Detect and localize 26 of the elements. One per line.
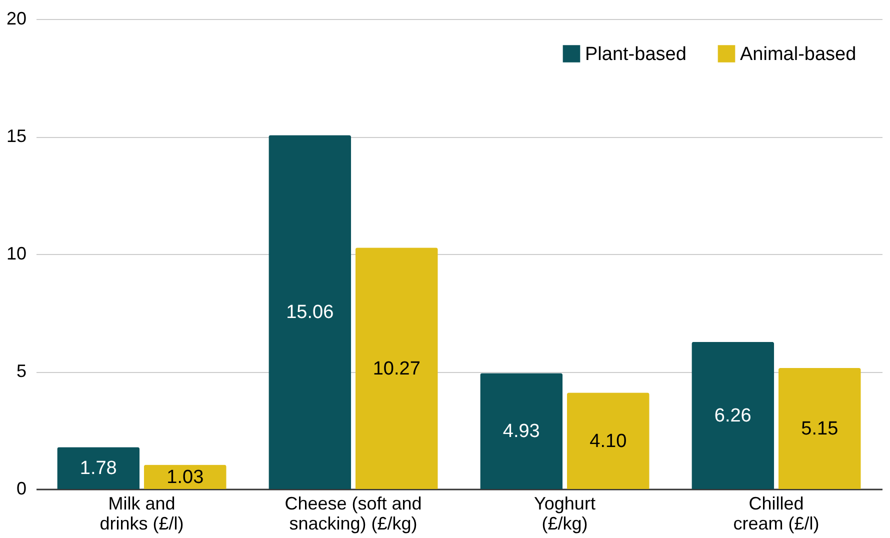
text: 10.27	[372, 358, 420, 380]
text: 4.10	[590, 430, 627, 452]
y-tick-label: 10	[6, 244, 26, 264]
text: 6.26	[714, 405, 752, 426]
bar	[778, 368, 861, 489]
x-tick-label: Milk and drinks (£/l)	[100, 494, 184, 534]
legend-label: Plant-based	[585, 44, 686, 65]
bar	[480, 373, 563, 489]
text: 1.78	[80, 458, 117, 480]
bar	[355, 248, 438, 489]
x-tick-label: Chilled cream (£/l)	[733, 494, 820, 534]
text: 15.06	[286, 302, 334, 324]
bar	[566, 392, 650, 489]
bar	[57, 447, 140, 489]
x-tick-label: Cheese (soft and snacking) (£/kg)	[284, 494, 422, 534]
bar	[268, 135, 352, 489]
x-tick-label: Yoghurt (£/kg)	[534, 494, 596, 534]
text: 5.15	[801, 418, 838, 440]
bar	[692, 342, 774, 489]
y-tick-label: 5	[16, 361, 26, 381]
text: 4.93	[502, 421, 540, 442]
text: 1.03	[166, 466, 204, 488]
y-tick-label: 15	[6, 126, 26, 146]
y-tick-label: 20	[6, 8, 26, 28]
y-tick-label: 0	[16, 478, 26, 498]
legend-label: Animal-based	[740, 44, 856, 65]
